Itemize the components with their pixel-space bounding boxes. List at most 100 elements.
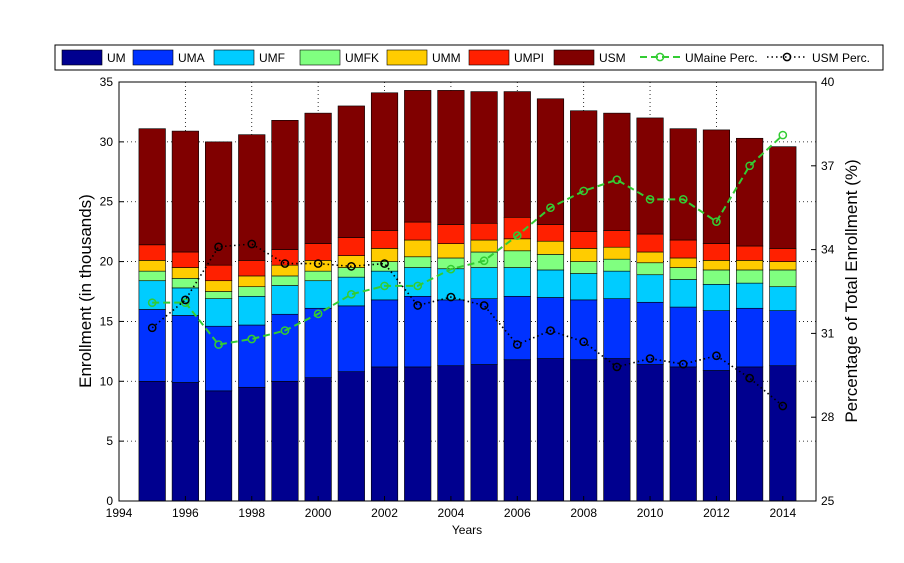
bar-umpi-2010 (636, 233, 664, 253)
umaine-perc-point (579, 186, 589, 196)
plot-area-frame (118, 81, 817, 502)
legend-marker-usm-perc (782, 52, 792, 62)
umaine-perc-point (280, 326, 290, 335)
legend-label-umaine-perc: UMaine Perc. (685, 51, 758, 65)
bar-uma-1997 (204, 325, 233, 392)
bar-umf-2006 (503, 267, 531, 297)
bar-usm-1995 (138, 128, 166, 246)
umaine-perc-point (712, 217, 721, 227)
bar-umf-2005 (470, 267, 498, 299)
bar-um-2000 (304, 377, 332, 502)
legend-label-umf: UMF (259, 51, 285, 65)
bar-umfk-2012 (702, 269, 731, 285)
bar-usm-2006 (503, 91, 531, 218)
x-tick-label: 2004 (438, 506, 465, 520)
umaine-perc-point (645, 194, 655, 204)
bar-um-2014 (769, 365, 797, 502)
umaine-perc-point (678, 194, 688, 204)
bar-uma-2002 (370, 299, 399, 368)
bar-um-2007 (536, 358, 565, 502)
bar-um-1999 (271, 380, 299, 502)
bar-umm-1996 (171, 267, 199, 279)
legend-swatch-umfk (299, 49, 341, 66)
umaine-perc-point (346, 289, 356, 299)
usm-perc-line (151, 243, 784, 407)
x-tick-label: 2006 (504, 506, 531, 520)
legend-swatch-umm (386, 49, 428, 66)
x-axis-label: Years (452, 523, 482, 537)
bar-um-1996 (171, 382, 199, 502)
bar-umf-2010 (636, 274, 664, 303)
bar-umm-2006 (503, 238, 531, 252)
umaine-perc-point (446, 264, 456, 274)
bar-um-2004 (437, 365, 465, 502)
x-tick-label: 1996 (172, 506, 199, 520)
bar-umm-2014 (769, 261, 797, 271)
usm-perc-point (612, 362, 622, 372)
bar-umf-2008 (570, 273, 598, 301)
umaine-perc-line (152, 134, 784, 346)
bar-um-2002 (370, 366, 399, 502)
y2-tick-label: 34 (821, 243, 835, 257)
bar-umfk-2002 (370, 261, 399, 272)
bar-umpi-2001 (337, 237, 365, 256)
umaine-perc-point (612, 175, 622, 185)
bar-uma-2004 (437, 299, 465, 367)
y-axis-label: Enrollment (in thousands) (76, 194, 95, 388)
bar-umm-2005 (470, 239, 498, 253)
x-tick-label: 2000 (305, 506, 332, 520)
bar-umm-1995 (138, 260, 166, 272)
x-tick-label: 2008 (570, 506, 597, 520)
bar-umpi-2004 (437, 224, 465, 244)
y2-axis-ticks: 25 28 31 34 37 40 (811, 75, 835, 508)
bar-umpi-2003 (404, 221, 432, 241)
usm-perc-point (147, 323, 157, 333)
legend-label-umm: UMM (432, 51, 461, 65)
bar-usm-1998 (238, 134, 266, 261)
bar-usm-1999 (271, 120, 299, 250)
umaine-perc-point (413, 281, 423, 291)
bar-uma-1999 (271, 313, 299, 382)
bar-umpi-2011 (669, 239, 697, 259)
bar-umf-2007 (536, 269, 565, 298)
bar-usm-2014 (769, 146, 797, 249)
bar-um-2008 (570, 359, 598, 502)
bar-umf-2001 (337, 276, 365, 307)
bar-uma-2008 (570, 299, 598, 361)
bar-umfk-2007 (536, 254, 565, 271)
bar-usm-2011 (669, 128, 697, 241)
bar-umfk-2010 (636, 262, 664, 276)
bar-uma-1998 (238, 324, 266, 388)
bar-umfk-1999 (271, 275, 299, 286)
bar-umm-2004 (437, 243, 465, 259)
x-tick-label: 2010 (637, 506, 664, 520)
bar-umm-2011 (669, 257, 697, 268)
bar-umpi-2009 (603, 230, 631, 248)
y-tick-label: 20 (100, 255, 114, 269)
bar-uma-2003 (404, 295, 432, 368)
legend: UM UMA UMF UMFK UMM UMPI USM UMaine Perc. USM Pe… (54, 44, 884, 71)
y-tick-label: 35 (100, 75, 114, 89)
bar-um-2011 (669, 366, 697, 502)
umaine-perc-point (147, 298, 157, 308)
bar-umm-2009 (603, 246, 631, 260)
bar-usm-2005 (470, 91, 498, 224)
y-tick-label: 0 (106, 494, 113, 508)
bar-um-2013 (736, 366, 764, 502)
usm-perc-point (678, 359, 688, 369)
bar-umm-2000 (304, 260, 332, 272)
bar-umfk-2013 (736, 269, 764, 284)
bar-umf-1999 (271, 285, 299, 315)
bar-um-2001 (337, 371, 365, 502)
bar-umpi-2013 (736, 245, 764, 261)
bar-umpi-2005 (470, 222, 498, 241)
bar-usm-2012 (702, 129, 731, 244)
umaine-perc-point (380, 281, 389, 291)
bar-um-2006 (503, 359, 531, 502)
x-axis-ticks: 1994 1996 1998 2000 2002 2004 2006 2008 2010 2012… (106, 496, 796, 520)
bar-usm-2002 (370, 92, 399, 231)
x-tick-label: 1998 (238, 506, 265, 520)
x-tick-label: 2014 (769, 506, 796, 520)
bar-uma-2011 (669, 306, 697, 368)
legend-label-um: UM (107, 51, 126, 65)
